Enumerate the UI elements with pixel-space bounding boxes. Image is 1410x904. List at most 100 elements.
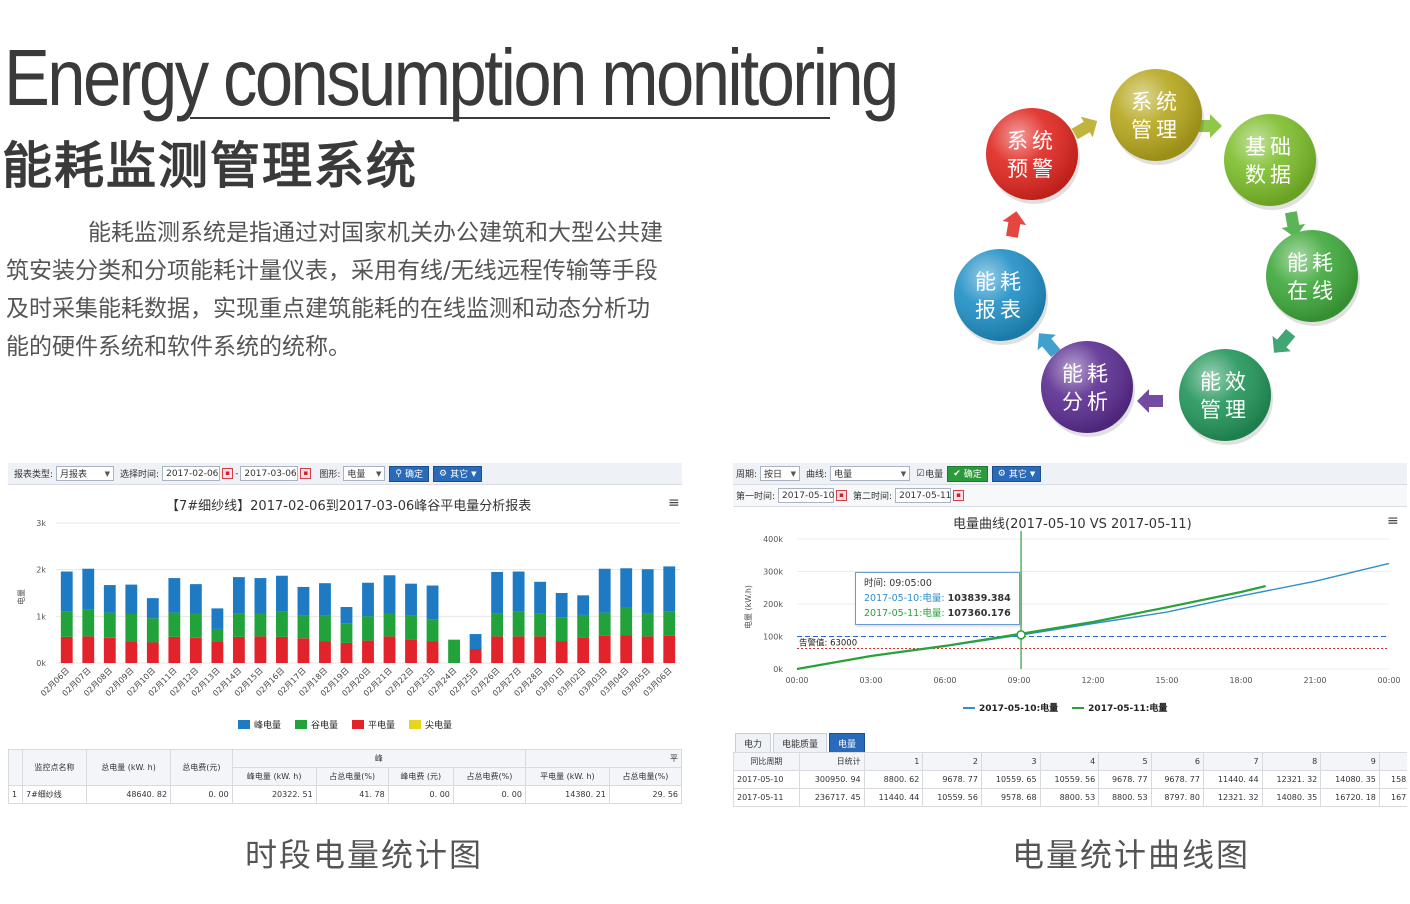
- bar-segment: [82, 636, 95, 663]
- energy-curve-panel: 周期: 按日 ▼ 曲线: 电量 ▼ ☑ 电量 ✔ 确定 ⚙ 其它 ▼ 第一时间: 2017…: [733, 463, 1407, 808]
- y-tick-label: 3k: [36, 519, 46, 528]
- bar-segment: [620, 568, 633, 608]
- cycle-arrow-icon: [1071, 116, 1098, 140]
- bar-segment: [211, 628, 224, 642]
- series-line: [796, 585, 1266, 671]
- bar-segment: [232, 613, 245, 637]
- legend-item[interactable]: 峰电量: [238, 718, 281, 731]
- bar-segment: [491, 636, 504, 663]
- legend-item[interactable]: 2017-05-10:电量: [963, 701, 1058, 714]
- table-header-cell: 4: [1039, 752, 1100, 771]
- caption-right: 电量统计曲线图: [1012, 836, 1251, 874]
- bar-segment: [426, 585, 439, 620]
- y-axis-label: 电量: [16, 589, 26, 605]
- curve-label: 曲线:: [806, 470, 828, 480]
- bar-segment: [189, 613, 202, 638]
- cycle-node-label: 管理: [1200, 398, 1250, 422]
- bar-segment: [340, 607, 353, 624]
- intro-paragraph: 能耗监测系统是指通过对国家机关办公建筑和大型公共建筑安装分类和分项能耗计量仪表，…: [6, 220, 663, 360]
- legend-swatch: [352, 720, 365, 729]
- table-cell: 16720. 18: [1320, 788, 1380, 807]
- bar-segment: [103, 585, 116, 613]
- x-tick-label: 00:00: [785, 676, 808, 685]
- other-button[interactable]: ⚙ 其它 ▼: [991, 465, 1042, 482]
- table-row[interactable]: 2017-05-10 300950. 94 8800. 62 9678. 77 1055…: [733, 770, 1407, 789]
- graph-type-value: 电量: [347, 470, 366, 480]
- table-header-cell: 7: [1202, 752, 1263, 771]
- table-header-cell: 8: [1261, 752, 1322, 771]
- tab[interactable]: 电量: [829, 733, 866, 754]
- bar-segment: [189, 584, 202, 614]
- legend-item[interactable]: 尖电量: [409, 718, 452, 731]
- tooltip-time: 时间: 09:05:00: [864, 578, 932, 589]
- x-tick-label: 00:00: [1377, 676, 1400, 685]
- table-cell: 2017-05-10: [733, 770, 800, 789]
- second-time-input[interactable]: 2017-05-11: [895, 488, 951, 503]
- first-time-label: 第一时间:: [736, 492, 776, 502]
- tab[interactable]: 电力: [735, 733, 772, 754]
- start-date-input[interactable]: 2017-02-06: [162, 466, 221, 481]
- confirm-button[interactable]: ⚲ 确定: [389, 465, 429, 482]
- calendar-icon[interactable]: ▪: [953, 490, 965, 501]
- graph-type-select[interactable]: 电量 ▼: [343, 466, 386, 481]
- bar-segment: [641, 569, 654, 614]
- cycle-node-label: 能耗: [1062, 362, 1112, 386]
- curve-toolbar-row1: 周期: 按日 ▼ 曲线: 电量 ▼ ☑ 电量 ✔ 确定 ⚙ 其它 ▼: [733, 463, 1407, 485]
- bar-segment: [254, 578, 267, 614]
- bar-segment: [319, 615, 331, 642]
- period-select[interactable]: 按日 ▼: [760, 466, 801, 481]
- cycle-arrow-icon: [1037, 333, 1061, 358]
- legend-item[interactable]: 平电量: [352, 718, 395, 731]
- bar-segment: [534, 581, 547, 614]
- bar-segment: [297, 615, 310, 639]
- x-tick-label: 18:00: [1229, 676, 1252, 685]
- legend-swatch: [295, 720, 308, 729]
- x-tick-label: 15:00: [1155, 676, 1178, 685]
- chevron-down-icon: ▼: [376, 469, 382, 478]
- other-button[interactable]: ⚙ 其它 ▼: [433, 465, 483, 482]
- bar-segment: [620, 607, 633, 636]
- hamburger-menu-icon[interactable]: ≡: [1387, 513, 1399, 529]
- bar-segment: [555, 641, 568, 663]
- legend-item[interactable]: 谷电量: [295, 718, 338, 731]
- table-header-cell: 同比周期: [733, 752, 800, 771]
- first-time-input[interactable]: 2017-05-10: [778, 488, 834, 503]
- bar-segment: [232, 636, 245, 663]
- cell-flat-pct: 29. 56: [608, 785, 683, 804]
- table-cell: 10559. 56: [922, 788, 982, 807]
- confirm-button[interactable]: ✔ 确定: [947, 465, 988, 482]
- bar-segment: [405, 615, 417, 640]
- bar-segment: [534, 636, 547, 663]
- table-header-cell: 2: [922, 752, 982, 771]
- graph-label: 图形:: [319, 470, 341, 480]
- cell-total: 48640. 82: [86, 785, 172, 804]
- table-row[interactable]: 2017-05-11 236717. 45 11440. 44 10559. 56 95…: [733, 788, 1407, 807]
- cycle-arrow-icon: [1272, 328, 1296, 353]
- bar-segment: [211, 608, 224, 629]
- hamburger-menu-icon[interactable]: ≡: [668, 495, 680, 511]
- bar-segment: [362, 616, 374, 641]
- calendar-icon[interactable]: ▪: [222, 468, 234, 479]
- end-date-input[interactable]: 2017-03-06: [240, 466, 299, 481]
- calendar-icon[interactable]: ▪: [300, 468, 312, 479]
- table-row[interactable]: 1 7#细纱线 48640. 82 0. 00 20322. 51 41. 78…: [8, 785, 683, 804]
- other-button-label: 其它: [1008, 470, 1027, 480]
- checkbox[interactable]: ☑: [916, 468, 925, 479]
- table-cell: 300950. 94: [798, 770, 865, 789]
- legend-item[interactable]: 2017-05-11:电量: [1072, 701, 1167, 714]
- bar-segment: [146, 642, 159, 663]
- curve-select[interactable]: 电量 ▼: [830, 466, 911, 481]
- tab[interactable]: 电能质量: [773, 733, 828, 754]
- report-type-select[interactable]: 月报表 ▼: [56, 466, 115, 481]
- bar-segment: [168, 578, 181, 613]
- bar-chart-legend: 峰电量 谷电量 平电量 尖电量: [238, 718, 452, 731]
- other-button-label: 其它: [450, 470, 469, 480]
- curve-table: 同比周期 日统计 1 2 3 4 5 6 7 8 9 2017-05-10 300950. 94 8800…: [733, 752, 1407, 807]
- calendar-icon[interactable]: ▪: [836, 490, 848, 501]
- x-tick-label: 21:00: [1303, 676, 1326, 685]
- legend-label: 峰电量: [254, 721, 282, 731]
- table-header-flat-kwh: 平电量 (kW. h): [524, 767, 610, 786]
- bar-segment: [211, 642, 224, 663]
- bar-segment: [60, 636, 73, 663]
